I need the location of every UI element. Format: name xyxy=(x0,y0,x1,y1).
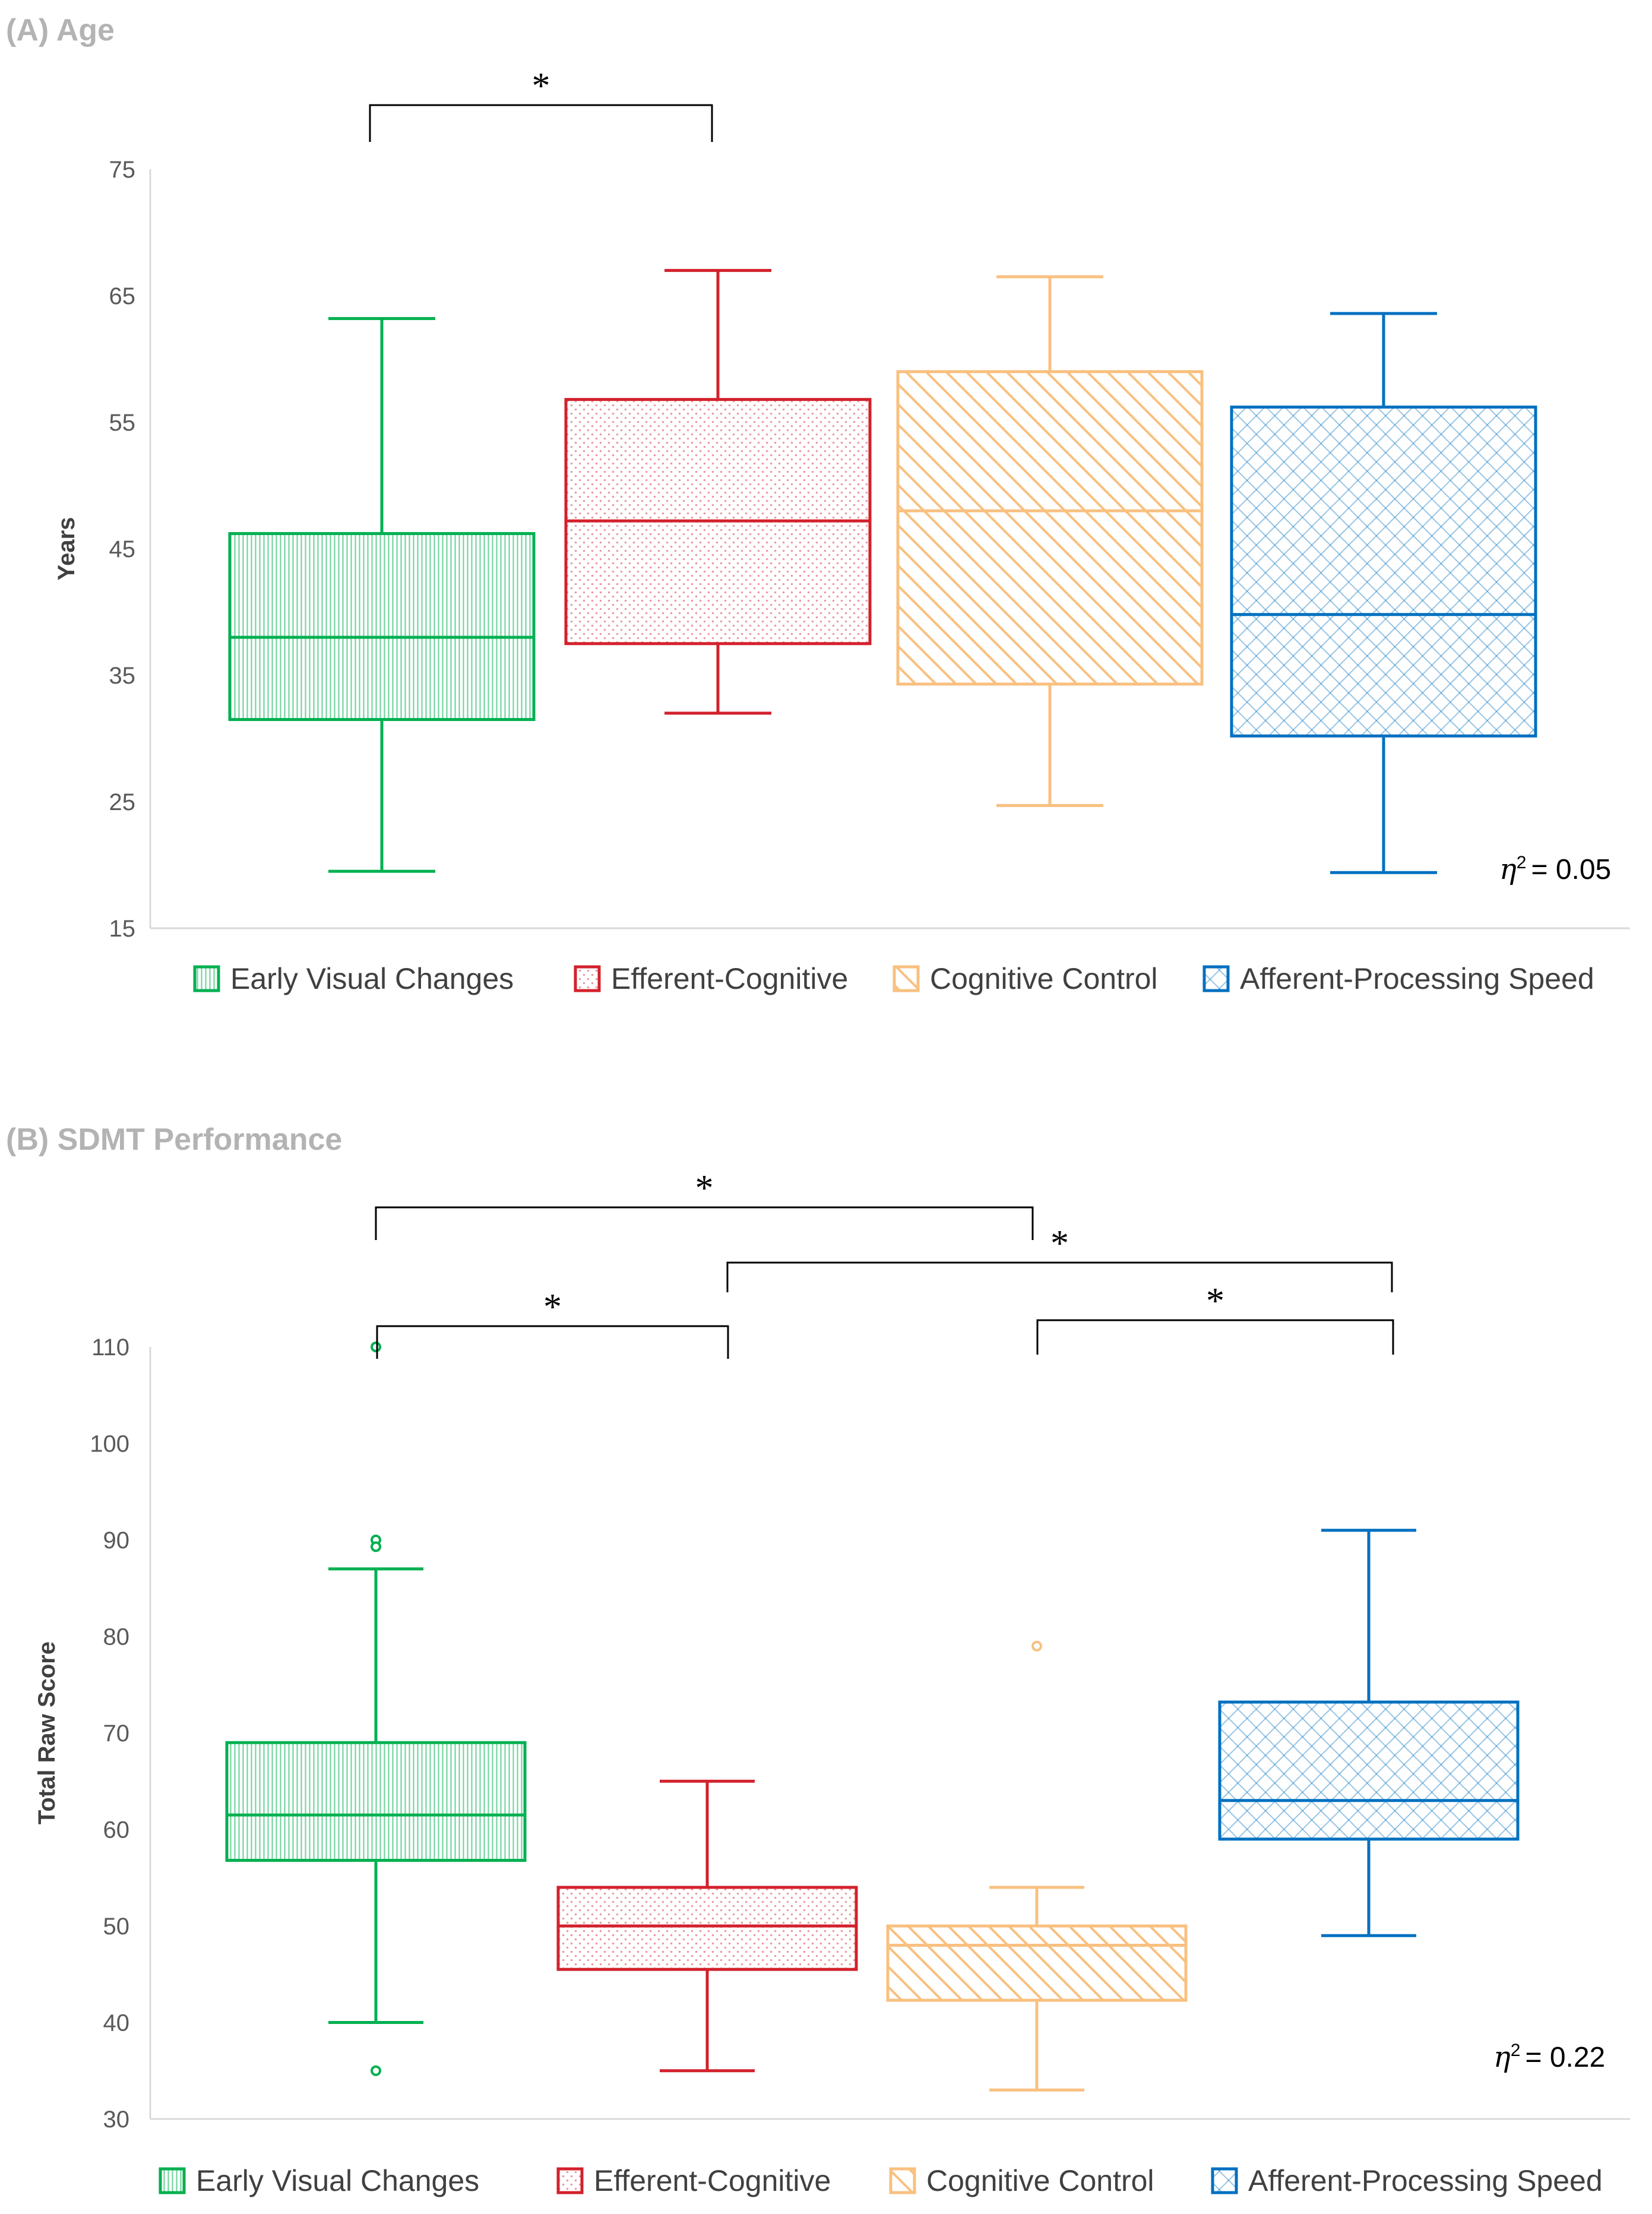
legend-item: Afferent-Processing Speed xyxy=(1202,962,1594,995)
outlier-point xyxy=(371,2065,381,2076)
box-iqr xyxy=(228,532,536,722)
panel-sdmt: (B) SDMT Performance 30 40 50 60 70 80 90 100 110… xyxy=(6,1122,1630,2197)
box-green xyxy=(225,1342,527,2076)
dots-icon xyxy=(556,2167,584,2194)
significance-bracket: * xyxy=(369,66,713,142)
significance-star: * xyxy=(1050,1223,1069,1264)
vertical-stripes-icon xyxy=(159,2167,186,2194)
y-tick-label: 35 xyxy=(109,663,136,689)
legend-label: Early Visual Changes xyxy=(230,962,514,995)
effect-value: = 0.22 xyxy=(1525,2042,1605,2073)
panel-title: (A) Age xyxy=(6,13,115,48)
effect-symbol: η xyxy=(1493,2041,1511,2074)
crosshatch-icon xyxy=(1211,2167,1238,2194)
significance-bracket: * xyxy=(726,1223,1393,1292)
effect-superscript: 2 xyxy=(1517,853,1527,872)
legend-item: Early Visual Changes xyxy=(159,2164,479,2197)
significance-bracket: * xyxy=(1036,1281,1394,1355)
significance-star: * xyxy=(532,66,550,106)
significance-star: * xyxy=(695,1168,714,1209)
box-red xyxy=(556,1779,858,2073)
legend-label: Efferent-Cognitive xyxy=(594,2164,831,2197)
y-tick-label: 60 xyxy=(103,1817,130,1843)
legend-item: Efferent-Cognitive xyxy=(574,962,848,995)
box-red xyxy=(564,268,872,715)
legend-label: Afferent-Processing Speed xyxy=(1240,962,1594,995)
y-tick-label: 40 xyxy=(103,2010,130,2036)
effect-size: η2 = 0.22 xyxy=(1493,2041,1605,2074)
vertical-stripes-icon xyxy=(193,965,220,992)
significance-bracket: * xyxy=(376,1287,729,1359)
effect-value: = 0.05 xyxy=(1531,854,1611,885)
bracket-line xyxy=(369,104,713,142)
legend-item: Cognitive Control xyxy=(889,2164,1154,2197)
legend-item: Early Visual Changes xyxy=(193,962,514,995)
panel-title: (B) SDMT Performance xyxy=(6,1122,342,1157)
outlier-point xyxy=(371,1541,381,1552)
effect-symbol: η xyxy=(1499,853,1517,886)
y-tick-label: 45 xyxy=(109,536,136,562)
legend-label: Efferent-Cognitive xyxy=(611,962,848,995)
significance-bracket: * xyxy=(375,1168,1034,1240)
effect-size: η2 = 0.05 xyxy=(1499,853,1611,886)
panel-age: (A) Age 15 25 35 45 55 65 75 Years * η2 = 0.05 Early… xyxy=(6,13,1630,995)
significance-star: * xyxy=(1206,1281,1224,1321)
y-tick-label: 110 xyxy=(91,1334,129,1361)
box-iqr xyxy=(886,1924,1188,2002)
diagonal-stripes-icon xyxy=(893,965,920,992)
significance-star: * xyxy=(543,1287,562,1327)
y-axis-label: Years xyxy=(53,517,80,581)
y-tick-label: 15 xyxy=(109,916,136,942)
legend-item: Cognitive Control xyxy=(893,962,1158,995)
y-tick-label: 70 xyxy=(103,1720,130,1747)
bracket-line xyxy=(375,1206,1034,1240)
box-orange xyxy=(896,275,1204,807)
box-blue xyxy=(1230,312,1537,874)
box-iqr xyxy=(1230,405,1537,738)
box-green xyxy=(228,317,536,873)
bracket-line xyxy=(726,1261,1393,1292)
diagonal-stripes-icon xyxy=(889,2167,916,2194)
legend-label: Cognitive Control xyxy=(926,2164,1154,2197)
legend-item: Efferent-Cognitive xyxy=(556,2164,831,2197)
legend-label: Cognitive Control xyxy=(930,962,1158,995)
y-tick-label: 50 xyxy=(103,1913,130,1940)
y-tick-label: 25 xyxy=(109,789,136,815)
y-tick-label: 55 xyxy=(109,410,136,436)
legend-label: Afferent-Processing Speed xyxy=(1248,2164,1603,2197)
box-iqr xyxy=(225,1741,527,1862)
outlier-point xyxy=(1031,1640,1042,1652)
box-iqr xyxy=(556,1886,858,1971)
box-orange xyxy=(886,1640,1188,2092)
dots-icon xyxy=(574,965,601,992)
crosshatch-icon xyxy=(1202,965,1230,992)
y-tick-label: 80 xyxy=(103,1624,130,1650)
y-tick-label: 90 xyxy=(103,1527,130,1554)
y-tick-label: 30 xyxy=(103,2107,130,2133)
bracket-line xyxy=(376,1325,729,1359)
box-blue xyxy=(1218,1529,1520,1937)
legend-item: Afferent-Processing Speed xyxy=(1211,2164,1603,2197)
y-tick-label: 75 xyxy=(109,157,136,183)
y-tick-label: 100 xyxy=(90,1431,129,1457)
legend-label: Early Visual Changes xyxy=(196,2164,479,2197)
outlier-point xyxy=(371,1342,381,1352)
bracket-line xyxy=(1036,1319,1394,1355)
y-tick-label: 65 xyxy=(109,283,136,309)
box-iqr xyxy=(1218,1700,1520,1841)
effect-superscript: 2 xyxy=(1511,2041,1521,2060)
y-axis-label: Total Raw Score xyxy=(34,1641,60,1824)
box-iqr xyxy=(896,370,1204,686)
